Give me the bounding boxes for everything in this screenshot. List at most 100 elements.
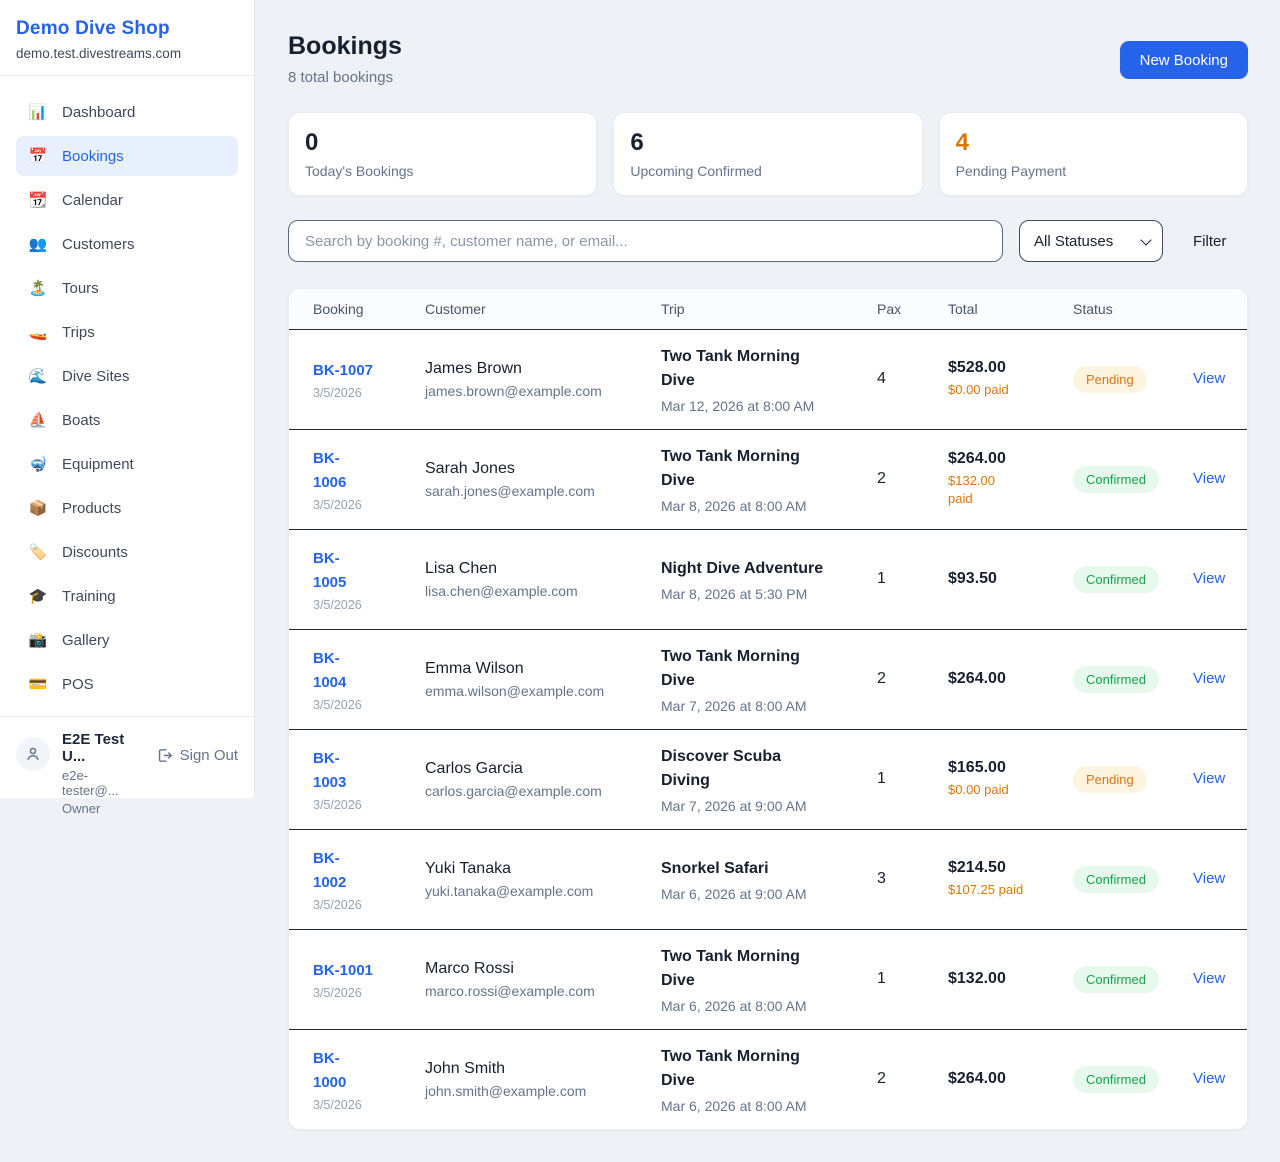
sidebar-item-training[interactable]: 🎓 Training bbox=[16, 576, 238, 616]
booking-id-link[interactable]: BK- 1006 bbox=[313, 449, 347, 491]
view-link[interactable]: View bbox=[1193, 770, 1226, 787]
trip-datetime: Mar 8, 2026 at 5:30 PM bbox=[661, 585, 808, 602]
sidebar-item-customers[interactable]: 👥 Customers bbox=[16, 224, 238, 264]
view-cell: View bbox=[1193, 728, 1247, 829]
sidebar-item-discounts[interactable]: 🏷️ Discounts bbox=[16, 532, 238, 572]
shop-domain: demo.test.divestreams.com bbox=[16, 46, 182, 61]
sidebar-item-label: Products bbox=[62, 499, 122, 517]
discounts-tag-icon: 🏷️ bbox=[28, 544, 48, 561]
stat-card: 4 Pending Payment bbox=[938, 112, 1248, 196]
new-booking-button[interactable]: New Booking bbox=[1119, 41, 1248, 79]
sidebar-item-products[interactable]: 📦 Products bbox=[16, 488, 238, 528]
calendar-icon: 📆 bbox=[28, 192, 48, 209]
view-link[interactable]: View bbox=[1193, 870, 1226, 887]
sidebar-item-bookings[interactable]: 📅 Bookings bbox=[16, 136, 238, 176]
booking-id-link[interactable]: BK- 1005 bbox=[313, 549, 347, 591]
page-subtitle: 8 total bookings bbox=[288, 69, 394, 86]
view-link[interactable]: View bbox=[1193, 970, 1226, 987]
sidebar: Demo Dive Shop demo.test.divestreams.com… bbox=[0, 0, 255, 816]
total-amount: $528.00 bbox=[948, 358, 1006, 376]
paid-amount: $0.00 paid bbox=[948, 781, 1009, 797]
total-amount: $264.00 bbox=[948, 670, 1006, 687]
sidebar-item-trips[interactable]: 🚤 Trips bbox=[16, 312, 238, 352]
tours-island-icon: 🏝️ bbox=[28, 280, 48, 297]
booking-id-link[interactable]: BK- 1003 bbox=[313, 749, 347, 791]
booking-date: 3/5/2026 bbox=[313, 897, 362, 912]
booking-date: 3/5/2026 bbox=[313, 697, 362, 712]
total-cell: $264.00 bbox=[948, 1028, 1073, 1129]
trips-boat-icon: 🚤 bbox=[28, 324, 48, 341]
booking-id-link[interactable]: BK- 1000 bbox=[313, 1049, 347, 1091]
table-row: BK- 1004 3/5/2026 Emma Wilson emma.wilson@e… bbox=[289, 628, 1247, 729]
total-cell: $264.00 $132.00 paid bbox=[948, 428, 1073, 529]
sign-out-icon bbox=[158, 749, 172, 762]
column-header: Trip bbox=[661, 289, 877, 329]
total-cell: $93.50 bbox=[948, 528, 1073, 629]
total-cell: $528.00 $0.00 paid bbox=[948, 328, 1073, 429]
total-amount: $93.50 bbox=[948, 570, 997, 587]
page-title: Bookings bbox=[288, 32, 402, 60]
view-link[interactable]: View bbox=[1193, 570, 1226, 587]
sidebar-item-label: Boats bbox=[62, 411, 101, 429]
booking-date: 3/5/2026 bbox=[313, 597, 362, 612]
status-badge: Confirmed bbox=[1073, 965, 1159, 993]
customer-email: carlos.garcia@example.com bbox=[425, 782, 602, 799]
column-header: Booking bbox=[289, 289, 425, 329]
customer-name: Emma Wilson bbox=[425, 659, 524, 677]
booking-cell: BK- 1004 3/5/2026 bbox=[289, 628, 425, 729]
sidebar-item-dashboard[interactable]: 📊 Dashboard bbox=[16, 92, 238, 132]
booking-date: 3/5/2026 bbox=[313, 985, 362, 1000]
booking-id-link[interactable]: BK-1001 bbox=[313, 961, 374, 979]
table-row: BK- 1003 3/5/2026 Carlos Garcia carlos.garc… bbox=[289, 728, 1247, 829]
trip-name: Discover Scuba Diving bbox=[661, 747, 782, 789]
booking-date: 3/5/2026 bbox=[313, 1097, 362, 1112]
total-cell: $165.00 $0.00 paid bbox=[948, 728, 1073, 829]
shop-title: Demo Dive Shop bbox=[16, 18, 170, 39]
view-link[interactable]: View bbox=[1193, 1070, 1226, 1088]
sidebar-item-pos[interactable]: 💳 POS bbox=[16, 664, 238, 704]
view-link[interactable]: View bbox=[1193, 470, 1226, 487]
view-link[interactable]: View bbox=[1193, 670, 1226, 687]
status-badge: Confirmed bbox=[1073, 465, 1159, 493]
trip-datetime: Mar 6, 2026 at 8:00 AM bbox=[661, 1097, 807, 1114]
view-link[interactable]: View bbox=[1193, 370, 1226, 387]
pos-card-icon: 💳 bbox=[28, 676, 48, 693]
filter-button[interactable]: Filter bbox=[1179, 233, 1240, 250]
booking-id-link[interactable]: BK-1007 bbox=[313, 361, 374, 379]
search-input[interactable] bbox=[288, 220, 1003, 262]
sidebar-item-label: Trips bbox=[62, 323, 95, 341]
user-email: e2e-tester@... bbox=[62, 768, 119, 798]
customer-cell: James Brown james.brown@example.com bbox=[425, 328, 661, 429]
bookings-calendar-icon: 📅 bbox=[28, 148, 48, 165]
equipment-mask-icon: 🤿 bbox=[28, 456, 48, 473]
sidebar-item-gallery[interactable]: 📸 Gallery bbox=[16, 620, 238, 660]
booking-id-link[interactable]: BK- 1004 bbox=[313, 649, 347, 691]
booking-id-link[interactable]: BK- 1002 bbox=[313, 849, 347, 891]
booking-cell: BK-1007 3/5/2026 bbox=[289, 328, 425, 429]
stat-value: 4 bbox=[955, 129, 970, 156]
total-cell: $264.00 bbox=[948, 628, 1073, 729]
sidebar-item-boats[interactable]: ⛵ Boats bbox=[16, 400, 238, 440]
sidebar-user-section: E2E Test U... e2e-tester@... Owner Sign … bbox=[0, 716, 254, 834]
sign-out-button[interactable]: Sign Out bbox=[156, 747, 238, 764]
trip-cell: Night Dive Adventure Mar 8, 2026 at 5:30 … bbox=[661, 528, 877, 629]
sidebar-item-equipment[interactable]: 🤿 Equipment bbox=[16, 444, 238, 484]
pax-cell: 2 bbox=[877, 1028, 948, 1129]
view-cell: View bbox=[1193, 628, 1247, 729]
sidebar-item-dive-sites[interactable]: 🌊 Dive Sites bbox=[16, 356, 238, 396]
trip-name: Two Tank Morning Dive bbox=[661, 1047, 800, 1089]
status-select[interactable]: All Statuses bbox=[1019, 220, 1163, 262]
trip-datetime: Mar 6, 2026 at 8:00 AM bbox=[661, 997, 807, 1014]
table-row: BK- 1000 3/5/2026 John Smith john.smith@exa… bbox=[289, 1028, 1247, 1129]
table-row: BK-1001 3/5/2026 Marco Rossi marco.rossi@ex… bbox=[289, 928, 1247, 1029]
bookings-table: Booking Customer Trip Pax Total Status BK-100… bbox=[289, 289, 1247, 1129]
trip-name: Two Tank Morning Dive bbox=[661, 447, 800, 489]
column-header: Total bbox=[948, 289, 1073, 329]
person-icon bbox=[27, 747, 39, 760]
sidebar-item-tours[interactable]: 🏝️ Tours bbox=[16, 268, 238, 308]
boats-sailboat-icon: ⛵ bbox=[28, 412, 48, 429]
paid-amount: $107.25 paid bbox=[948, 881, 1024, 897]
status-cell: Confirmed bbox=[1073, 928, 1193, 1029]
sidebar-item-calendar[interactable]: 📆 Calendar bbox=[16, 180, 238, 220]
sidebar-item-label: Calendar bbox=[62, 191, 123, 209]
